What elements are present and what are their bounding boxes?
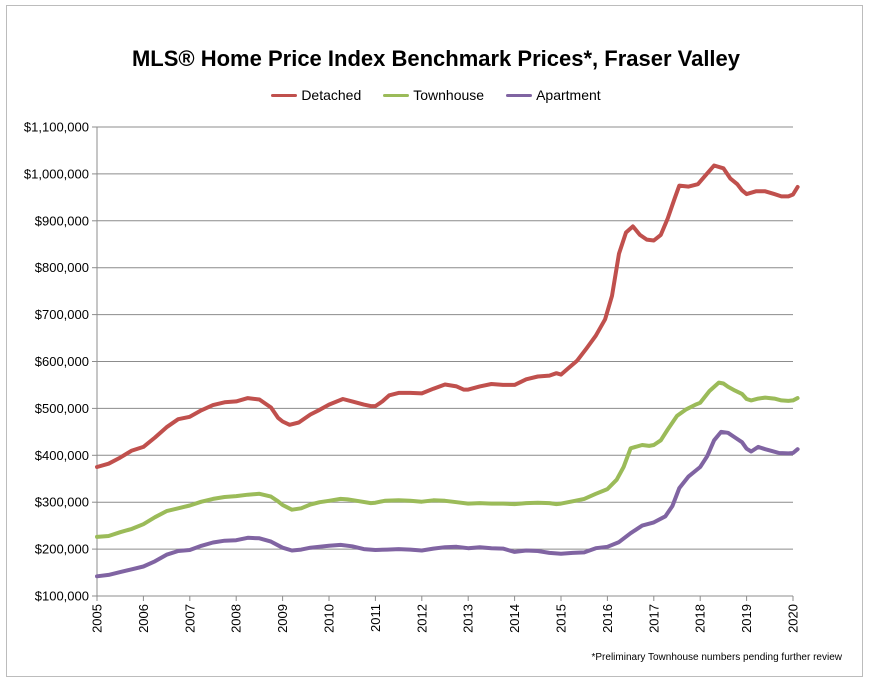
x-tick-label: 2013 (461, 604, 476, 633)
x-tick-label: 2012 (414, 604, 429, 633)
legend-swatch-detached (271, 93, 298, 97)
x-tick-label: 2010 (322, 604, 337, 633)
footnote: *Preliminary Townhouse numbers pending f… (591, 652, 843, 663)
x-tick-label: 2017 (646, 604, 661, 633)
x-tick-label: 2005 (90, 604, 105, 633)
gridlines (97, 126, 793, 597)
x-tick-label: 2011 (368, 604, 383, 632)
legend-item-detached: Detached (271, 87, 361, 103)
y-tick-label: $1,000,000 (24, 166, 89, 181)
series-line-apartment (95, 429, 800, 579)
x-tick-label: 2008 (229, 604, 244, 633)
legend-label-townhouse: Townhouse (413, 87, 485, 103)
x-tick-label: 2014 (507, 604, 522, 633)
y-tick-label: $700,000 (35, 307, 89, 322)
y-tick-label: $600,000 (35, 354, 89, 369)
x-tick-label: 2019 (739, 604, 754, 633)
y-tick-label: $900,000 (35, 213, 89, 228)
x-tick-label: 2009 (275, 604, 290, 633)
x-tick-label: 2020 (786, 604, 801, 633)
chart-title: MLS® Home Price Index Benchmark Prices*,… (131, 46, 741, 71)
legend-item-townhouse: Townhouse (383, 87, 484, 103)
x-axis-ticks: 2005 2006 2007 2008 2009 2010 2011 2012 2013 2014… (90, 596, 801, 633)
series-line-detached (95, 163, 800, 469)
legend-item-apartment: Apartment (506, 87, 601, 103)
legend-swatch-apartment (506, 93, 533, 97)
x-tick-label: 2018 (693, 604, 708, 633)
legend-label-apartment: Apartment (536, 87, 601, 103)
y-tick-label: $300,000 (35, 495, 89, 510)
legend-label-detached: Detached (301, 87, 362, 103)
series-lines (95, 163, 800, 579)
y-tick-label: $200,000 (35, 542, 89, 557)
x-tick-label: 2015 (554, 604, 569, 633)
series-line-townhouse (95, 380, 800, 539)
y-tick-label: $800,000 (35, 260, 89, 275)
y-tick-label: $400,000 (35, 448, 89, 463)
chart-legend: Detached Townhouse Apartment (0, 87, 872, 103)
x-tick-label: 2016 (600, 604, 615, 633)
x-tick-label: 2007 (182, 604, 197, 633)
y-tick-label: $1,100,000 (24, 120, 89, 135)
y-axis-ticks: $100,000 $200,000 $300,000 $400,000 $500,000… (24, 120, 97, 604)
y-tick-label: $100,000 (35, 589, 89, 604)
x-tick-label: 2006 (136, 604, 151, 633)
y-tick-label: $500,000 (35, 401, 89, 416)
legend-swatch-townhouse (383, 93, 410, 97)
